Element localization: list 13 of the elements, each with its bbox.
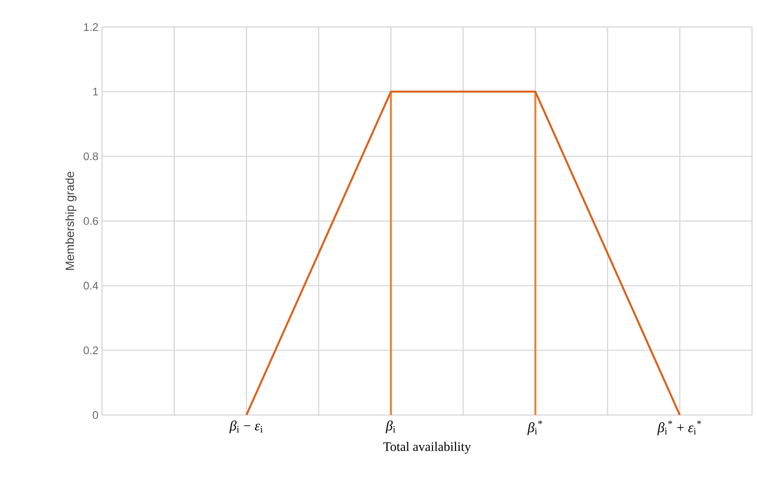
x-tick-label: β$_{i}$* (527, 420, 542, 436)
y-tick-label: 1 (93, 88, 98, 96)
y-tick-label: 0.2 (84, 346, 98, 354)
x-tick-label: β$_{i}$$^{*}$ + ε$_{i}$* (657, 420, 702, 436)
y-axis-title: Membership grade (65, 172, 76, 270)
x-axis-title: Total availability (383, 442, 471, 454)
y-tick-label: 0 (92, 411, 98, 419)
x-tick-label: β$_{i}$ − ε$_{i}$ (229, 420, 263, 434)
x-tick-label: β$_{i}$ (386, 420, 396, 434)
y-tick-label: 0.4 (84, 282, 98, 290)
y-tick-label: 0.8 (84, 152, 98, 160)
y-tick-label: 0.6 (84, 217, 98, 225)
y-tick-label: 1.2 (84, 23, 98, 31)
